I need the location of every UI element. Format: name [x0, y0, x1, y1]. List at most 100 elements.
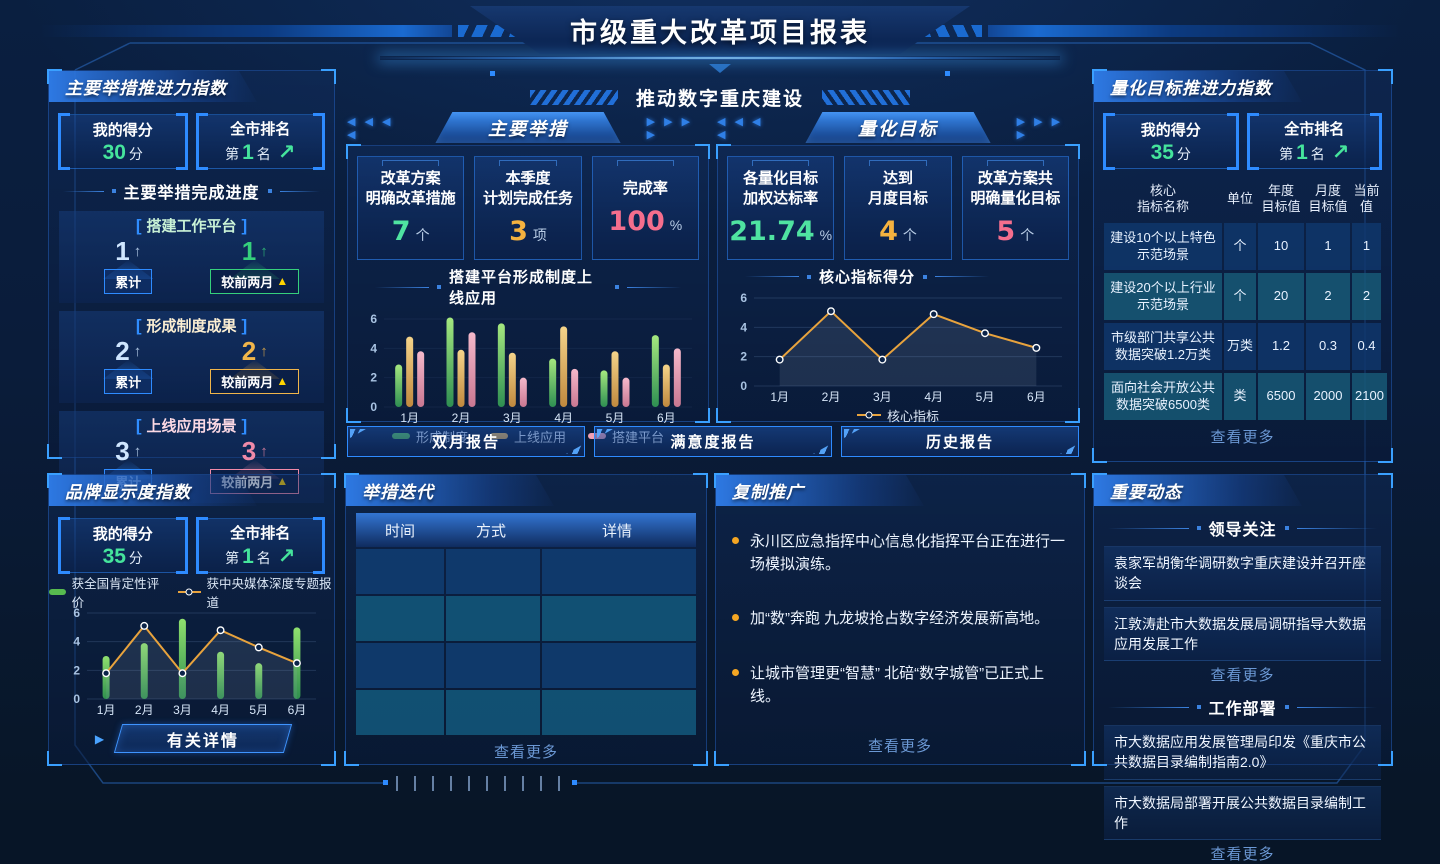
group-name: [上线应用场景] [135, 415, 248, 435]
svg-text:4: 4 [370, 341, 377, 355]
group-name: [形成制度成果] [135, 315, 248, 335]
view-more-link[interactable]: 查看更多 [1210, 667, 1275, 685]
chart-title: 搭建平台形成制度上线应用 [375, 266, 681, 308]
vs-previous-tag: 较前两月▲ [210, 368, 300, 394]
stat-unit: 项 [532, 227, 547, 244]
view-more-link[interactable]: 查看更多 [1210, 846, 1275, 864]
goal-table: 核心 指标名称 单位 年度 目标值 月度 目标值 当前值 建设10个以上特色示范场景个… [1104, 178, 1387, 420]
svg-text:3月: 3月 [173, 703, 192, 717]
section-header: ◀ ◀ ◀ ◀ 主要举措 ▶ ▶ ▶ ▶ [347, 112, 709, 143]
score-value: 30 [102, 140, 126, 164]
table-row [356, 643, 696, 688]
my-score-box: 我的得分 35 分 [1103, 113, 1238, 170]
view-more-link[interactable]: 查看更多 [867, 738, 932, 755]
legend-item-national-praise[interactable]: 获全国肯定性评价 [49, 573, 164, 611]
history-report-button[interactable]: 历史报告 [841, 426, 1079, 457]
svg-text:5月: 5月 [249, 703, 268, 717]
panel-main-measures-index: 主要举措推进力指数 我的得分 30 分 全市排名 第 1 名 ↗ 主要举措完成进度 [搭… [47, 69, 336, 503]
svg-text:6月: 6月 [1027, 390, 1046, 404]
panel-title-tab: 举措迭代 [346, 475, 554, 506]
view-more-link[interactable]: 查看更多 [493, 744, 558, 761]
chart-title: 核心指标得分 [745, 266, 1051, 287]
group-name: [搭建工作平台] [135, 216, 248, 235]
play-arrow-icon: ▶ [94, 731, 105, 746]
table-row: 市级部门共享公共数据突破1.2万类 万类 1.2 0.3 0.4 [1104, 323, 1381, 370]
news-item[interactable]: 让城市管理更“智慧” 北碚“数字城管”已正式上线。 [732, 662, 1068, 709]
cumulative-tag: 累计 [104, 268, 153, 294]
score-label: 我的得分 [1140, 121, 1201, 139]
panel-replication-promotion: 复制推广 永川区应急指挥中心信息化指挥平台正在进行一场模拟演练。 加“数”奔跑 … [714, 473, 1086, 766]
brand-chart-legend: 获全国肯定性评价 获中央媒体深度专题报道 [49, 577, 334, 610]
table-row: 面向社会开放公共数据突破6500类类 6500 2000 2100 [1104, 373, 1387, 420]
header-bar-right [988, 25, 1398, 37]
panel-title-tab: 复制推广 [716, 475, 924, 506]
svg-text:4月: 4月 [554, 411, 573, 425]
column-time: 时间 [384, 522, 415, 540]
city-rank-box: 全市排名 第 1 名 ↗ [195, 113, 325, 170]
bullet-icon [732, 613, 739, 621]
news-item[interactable]: 江敦涛赴市大数据发展局调研指导大数据应用发展工作 [1104, 606, 1381, 662]
subtitle: 推动数字重庆建设 [635, 89, 805, 110]
score-value-row: 35 分 [1151, 141, 1191, 165]
rank-value-row: 第 1 名 ↗ [1279, 141, 1350, 164]
svg-text:0: 0 [370, 400, 377, 414]
view-more-link[interactable]: 查看更多 [1210, 429, 1275, 446]
stat-weighted-rate: 各量化目标 加权达标率 21.74% [727, 156, 835, 260]
score-row: 我的得分 30 分 全市排名 第 1 名 ↗ [58, 113, 325, 170]
left-arrows-icon: ◀ ◀ ◀ ◀ [347, 115, 394, 141]
news-item[interactable]: 市大数据应用发展管理局印发《重庆市公共数据目录编制指南2.0》 [1104, 725, 1381, 780]
work-deployment-heading: 工作部署 [1108, 695, 1378, 719]
svg-text:5月: 5月 [606, 411, 625, 425]
up-arrow-icon: ↑ [260, 443, 268, 461]
svg-text:6: 6 [740, 291, 747, 305]
solid-up-arrow-icon: ▲ [276, 274, 289, 289]
svg-text:4: 4 [73, 635, 80, 649]
cumulative-stat: 2 ↑ 累计 [65, 336, 192, 394]
left-arrows-icon: ◀ ◀ ◀ ◀ [717, 115, 764, 141]
bullet-icon [732, 668, 739, 676]
right-arrows-icon: ▶ ▶ ▶ ▶ [1016, 115, 1064, 141]
progress-section-title: 主要举措完成进度 [63, 179, 321, 203]
vs-previous-stat: 2 ↑ 较前两月 ▲ [192, 336, 319, 394]
stat-unit: 个 [902, 227, 917, 244]
detail-button[interactable]: 有关详情 [113, 724, 293, 753]
panel-title-tab: 主要举措推进力指数 [49, 71, 257, 102]
subtitle-row: 推动数字重庆建设 [529, 84, 911, 111]
stat-value: 5 [996, 216, 1016, 248]
table-header: 时间 方式 详情 [356, 513, 696, 547]
header-bar-left [42, 25, 524, 37]
news-item[interactable]: 永川区应急指挥中心信息化指挥平台正在进行一场模拟演练。 [732, 530, 1068, 577]
core-chart-legend: 核心指标 [727, 405, 1069, 425]
table-row [356, 690, 696, 735]
news-item[interactable]: 加“数”奔跑 九龙坡抢占数字经济发展新高地。 [732, 607, 1068, 630]
panel-brand-visibility-index: 品牌显示度指数 我的得分 35 分 全市排名 第 1 名 ↗ 获全国肯定性评价 获中央媒… [47, 473, 336, 766]
score-unit: 分 [128, 145, 143, 162]
rank-label: 全市排名 [230, 525, 291, 542]
slash-decoration-right-icon [822, 90, 911, 105]
rank-label: 全市排名 [230, 121, 291, 138]
bimonthly-report-button[interactable]: 双月报告 [347, 426, 585, 457]
right-arrows-icon: ▶ ▶ ▶ ▶ [646, 115, 694, 141]
legend-item-core-indicator[interactable]: 核心指标 [856, 406, 939, 425]
satisfaction-report-button[interactable]: 满意度报告 [594, 426, 832, 457]
cumulative-tag: 累计 [104, 368, 153, 394]
svg-text:6月: 6月 [288, 703, 307, 717]
score-unit: 分 [128, 549, 143, 566]
score-label: 我的得分 [92, 121, 153, 139]
column-current: 当前值 [1353, 182, 1380, 214]
news-item[interactable]: 袁家军胡衡华调研数字重庆建设并召开座谈会 [1104, 546, 1381, 601]
legend-item-central-media[interactable]: 获中央媒体深度专题报道 [178, 573, 334, 611]
news-item[interactable]: 市大数据局部署开展公共数据目录编制工作 [1104, 785, 1381, 841]
up-arrow-icon: ↑ [133, 443, 142, 461]
svg-text:2月: 2月 [822, 390, 841, 404]
table-row [356, 549, 696, 594]
panel-measure-iteration: 举措迭代 时间 方式 详情 查看更多 [344, 473, 708, 766]
stat-unit: 个 [415, 227, 430, 244]
stat-value: 100 [608, 206, 665, 238]
score-row: 我的得分 35 分 全市排名 第 1 名 ↗ [58, 517, 325, 574]
solid-up-arrow-icon: ▲ [276, 374, 289, 389]
